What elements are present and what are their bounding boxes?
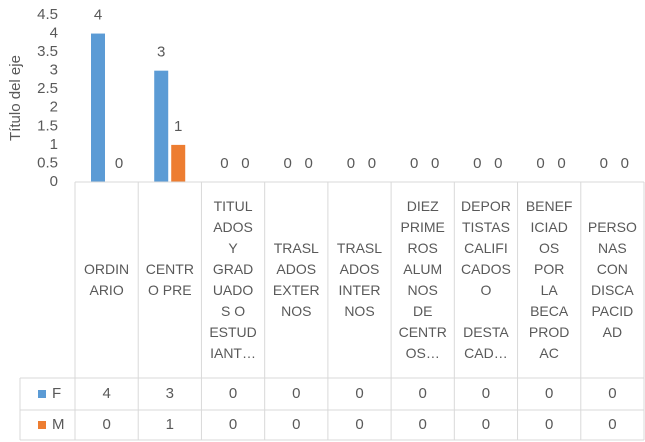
table-value: 4 <box>102 385 110 402</box>
y-axis-title: Título del eje <box>7 55 24 141</box>
data-label: 4 <box>94 7 102 24</box>
legend-key <box>38 390 46 398</box>
bar <box>154 70 169 182</box>
data-label: 0 <box>600 155 608 172</box>
x-tick-label: TRASL ADOS INTER NOS <box>336 240 383 319</box>
table-value: 0 <box>419 385 427 402</box>
table-value: 0 <box>545 385 553 402</box>
y-tick-label: 0.5 <box>37 154 58 171</box>
table-value: 0 <box>482 385 490 402</box>
table-value: 0 <box>608 385 616 402</box>
table-value: 0 <box>355 416 363 433</box>
data-label: 0 <box>347 155 355 172</box>
table-value: 0 <box>229 416 237 433</box>
y-tick-label: 2.5 <box>37 80 58 97</box>
y-tick-label: 3 <box>50 62 58 79</box>
x-tick-label: PERSO NAS CON DISCA PACID AD <box>587 219 637 340</box>
table-value: 3 <box>166 385 174 402</box>
table-value: 0 <box>229 385 237 402</box>
table-value: 0 <box>608 416 616 433</box>
y-tick-label: 1.5 <box>37 117 58 134</box>
table-value: 1 <box>166 416 174 433</box>
x-tick-label: BENEF ICIAD OS POR LA BECA PROD AC <box>525 198 573 361</box>
data-label: 0 <box>473 155 481 172</box>
data-label: 0 <box>494 155 502 172</box>
data-label: 0 <box>536 155 544 172</box>
x-tick-label: DEPOR TISTAS CALIFI CADOS O DESTA CAD… <box>461 198 511 361</box>
y-tick-label: 3.5 <box>37 43 58 60</box>
data-label: 0 <box>283 155 291 172</box>
y-tick-label: 4.5 <box>37 6 58 23</box>
table-value: 0 <box>482 416 490 433</box>
data-label: 0 <box>220 155 228 172</box>
data-label: 0 <box>621 155 629 172</box>
x-tick-label: CENTR O PRE <box>145 261 194 298</box>
data-label: 0 <box>368 155 376 172</box>
data-label: 0 <box>241 155 249 172</box>
data-label: 3 <box>157 44 165 61</box>
y-tick-label: 4 <box>50 25 58 42</box>
x-tick-label: TRASL ADOS EXTER NOS <box>272 240 320 319</box>
bar <box>91 33 105 182</box>
table-value: 0 <box>419 416 427 433</box>
table-value: 0 <box>545 416 553 433</box>
table-value: 0 <box>292 416 300 433</box>
y-tick-label: 1 <box>50 136 58 153</box>
data-label: 0 <box>557 155 565 172</box>
y-tick-label: 0 <box>50 173 58 190</box>
legend-key <box>38 421 46 429</box>
data-label: 0 <box>304 155 312 172</box>
legend-label: F <box>52 385 61 402</box>
data-label: 0 <box>431 155 439 172</box>
data-label: 0 <box>410 155 418 172</box>
data-label: 1 <box>174 118 182 135</box>
legend-label: M <box>52 416 65 433</box>
y-tick-label: 2 <box>50 99 58 116</box>
x-tick-label: ORDIN ARIO <box>84 261 130 298</box>
x-tick-label: TITUL ADOS Y GRAD UADO S O ESTUD IANT… <box>209 198 257 361</box>
x-tick-label: DIEZ PRIME ROS ALUM NOS DE CENTR OS… <box>398 198 447 361</box>
bar <box>171 144 186 182</box>
table-value: 0 <box>355 385 363 402</box>
table-value: 0 <box>102 416 110 433</box>
table-value: 0 <box>292 385 300 402</box>
data-label: 0 <box>115 155 123 172</box>
